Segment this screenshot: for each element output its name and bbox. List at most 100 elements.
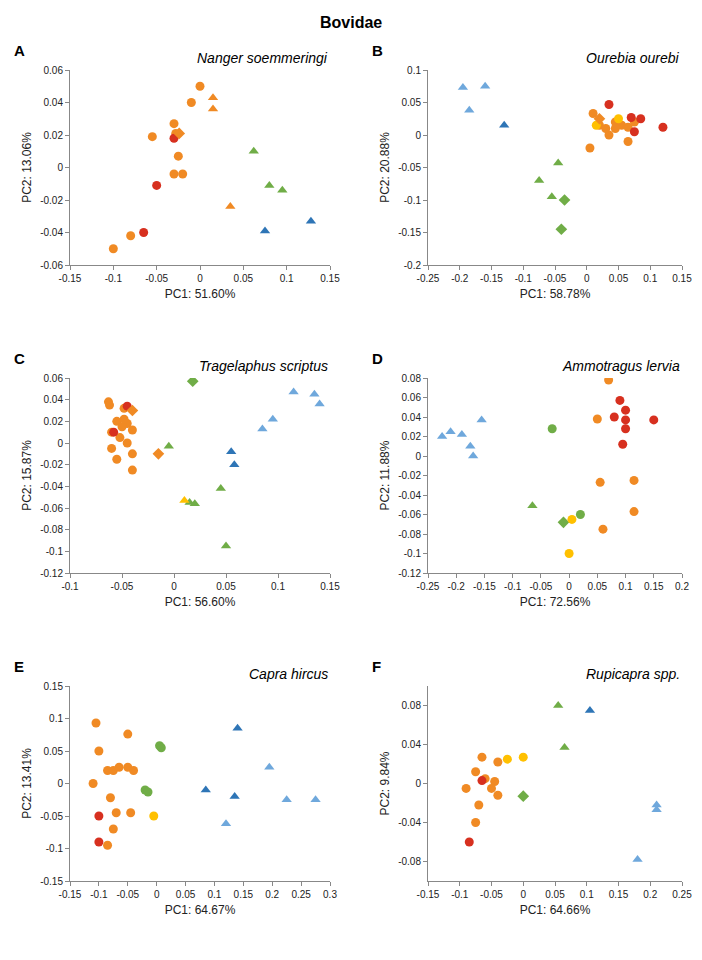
svg-text:0.15: 0.15 [44, 681, 64, 692]
svg-text:0.02: 0.02 [402, 431, 422, 442]
svg-text:0.2: 0.2 [675, 581, 689, 592]
svg-text:0.06: 0.06 [44, 373, 64, 384]
svg-text:-0.06: -0.06 [40, 503, 63, 514]
svg-text:PC1: 56.60%: PC1: 56.60% [165, 595, 236, 609]
svg-text:0.15: 0.15 [644, 581, 664, 592]
svg-text:0.02: 0.02 [44, 130, 64, 141]
svg-text:0.1: 0.1 [580, 889, 594, 900]
svg-text:PC2: 9.84%: PC2: 9.84% [378, 751, 392, 815]
svg-text:-0.2: -0.2 [448, 581, 466, 592]
svg-text:-0.08: -0.08 [398, 529, 421, 540]
svg-text:0.15: 0.15 [609, 889, 629, 900]
svg-text:-0.12: -0.12 [398, 568, 421, 579]
svg-text:Nanger soemmeringi: Nanger soemmeringi [197, 50, 328, 66]
svg-text:-0.1: -0.1 [404, 548, 422, 559]
svg-text:-0.1: -0.1 [61, 581, 79, 592]
svg-text:-0.06: -0.06 [398, 509, 421, 520]
svg-text:0.05: 0.05 [545, 889, 565, 900]
svg-text:-0.05: -0.05 [544, 273, 567, 284]
svg-text:PC1: 64.66%: PC1: 64.66% [520, 903, 591, 917]
svg-text:Tragelaphus scriptus: Tragelaphus scriptus [199, 358, 328, 374]
svg-text:0.06: 0.06 [44, 65, 64, 76]
svg-text:0: 0 [197, 273, 203, 284]
svg-text:-0.15: -0.15 [40, 876, 63, 887]
svg-text:PC2: 15.87%: PC2: 15.87% [20, 440, 34, 511]
svg-text:Ourebia ourebi: Ourebia ourebi [586, 50, 680, 66]
svg-text:-0.04: -0.04 [398, 490, 421, 501]
svg-text:0.15: 0.15 [320, 273, 340, 284]
svg-text:0.1: 0.1 [207, 889, 221, 900]
svg-text:C: C [14, 350, 25, 367]
svg-text:-0.15: -0.15 [59, 273, 82, 284]
svg-text:-0.1: -0.1 [46, 843, 64, 854]
svg-text:0: 0 [415, 778, 421, 789]
svg-text:-0.05: -0.05 [111, 581, 134, 592]
svg-text:0.04: 0.04 [44, 394, 64, 405]
svg-text:-0.05: -0.05 [116, 889, 139, 900]
svg-text:-0.08: -0.08 [40, 524, 63, 535]
svg-text:0.08: 0.08 [402, 373, 422, 384]
svg-text:0: 0 [566, 581, 572, 592]
svg-text:PC1: 51.60%: PC1: 51.60% [165, 287, 236, 301]
svg-text:-0.04: -0.04 [40, 227, 63, 238]
svg-text:-0.1: -0.1 [105, 273, 123, 284]
svg-text:0.04: 0.04 [402, 412, 422, 423]
svg-text:-0.05: -0.05 [480, 889, 503, 900]
svg-text:PC2: 20.88%: PC2: 20.88% [378, 132, 392, 203]
svg-text:0.2: 0.2 [265, 889, 279, 900]
svg-text:PC2: 11.88%: PC2: 11.88% [378, 440, 392, 510]
svg-text:-0.15: -0.15 [473, 581, 496, 592]
svg-text:0: 0 [171, 581, 177, 592]
svg-text:-0.2: -0.2 [451, 273, 469, 284]
svg-text:-0.04: -0.04 [40, 481, 63, 492]
svg-text:-0.08: -0.08 [398, 856, 421, 867]
svg-text:0.1: 0.1 [271, 581, 285, 592]
svg-text:0.05: 0.05 [588, 581, 608, 592]
svg-text:0.1: 0.1 [280, 273, 294, 284]
svg-text:0: 0 [154, 889, 160, 900]
svg-text:0.08: 0.08 [402, 700, 422, 711]
svg-text:0.25: 0.25 [291, 889, 311, 900]
svg-text:-0.15: -0.15 [398, 227, 421, 238]
svg-text:0.05: 0.05 [609, 273, 629, 284]
svg-text:0.04: 0.04 [402, 739, 422, 750]
svg-text:-0.1: -0.1 [46, 546, 64, 557]
svg-text:PC2: 13.41%: PC2: 13.41% [20, 748, 34, 819]
svg-text:0.25: 0.25 [672, 889, 692, 900]
svg-text:0.2: 0.2 [643, 889, 657, 900]
svg-text:-0.2: -0.2 [404, 260, 422, 271]
svg-text:Rupicapra spp.: Rupicapra spp. [586, 666, 680, 682]
svg-text:-0.1: -0.1 [404, 195, 422, 206]
svg-text:0.1: 0.1 [49, 713, 63, 724]
svg-text:B: B [372, 42, 383, 59]
svg-text:0.15: 0.15 [320, 581, 340, 592]
svg-text:0.04: 0.04 [44, 97, 64, 108]
svg-text:0.05: 0.05 [44, 746, 64, 757]
svg-text:-0.25: -0.25 [417, 273, 440, 284]
svg-text:0.05: 0.05 [402, 97, 422, 108]
svg-text:0.1: 0.1 [619, 581, 633, 592]
svg-text:PC1: 72.56%: PC1: 72.56% [520, 595, 591, 609]
svg-text:0: 0 [415, 451, 421, 462]
svg-text:-0.1: -0.1 [515, 273, 533, 284]
svg-text:0.02: 0.02 [44, 416, 64, 427]
svg-text:0.06: 0.06 [402, 392, 422, 403]
svg-text:-0.05: -0.05 [529, 581, 552, 592]
svg-text:-0.15: -0.15 [480, 273, 503, 284]
svg-text:PC2: 13.06%: PC2: 13.06% [20, 132, 34, 203]
svg-text:0: 0 [57, 162, 63, 173]
svg-text:PC1: 58.78%: PC1: 58.78% [520, 287, 591, 301]
svg-text:-0.04: -0.04 [398, 817, 421, 828]
svg-text:-0.12: -0.12 [40, 568, 63, 579]
svg-text:-0.02: -0.02 [40, 459, 63, 470]
svg-text:A: A [14, 42, 25, 59]
svg-text:-0.06: -0.06 [40, 260, 63, 271]
svg-text:0: 0 [415, 130, 421, 141]
svg-text:Capra hircus: Capra hircus [249, 666, 328, 682]
svg-text:Ammotragus lervia: Ammotragus lervia [562, 358, 680, 374]
svg-text:0.1: 0.1 [643, 273, 657, 284]
svg-text:0: 0 [520, 889, 526, 900]
svg-text:Bovidae: Bovidae [320, 14, 382, 31]
svg-text:0.15: 0.15 [234, 889, 254, 900]
svg-text:-0.15: -0.15 [417, 889, 440, 900]
